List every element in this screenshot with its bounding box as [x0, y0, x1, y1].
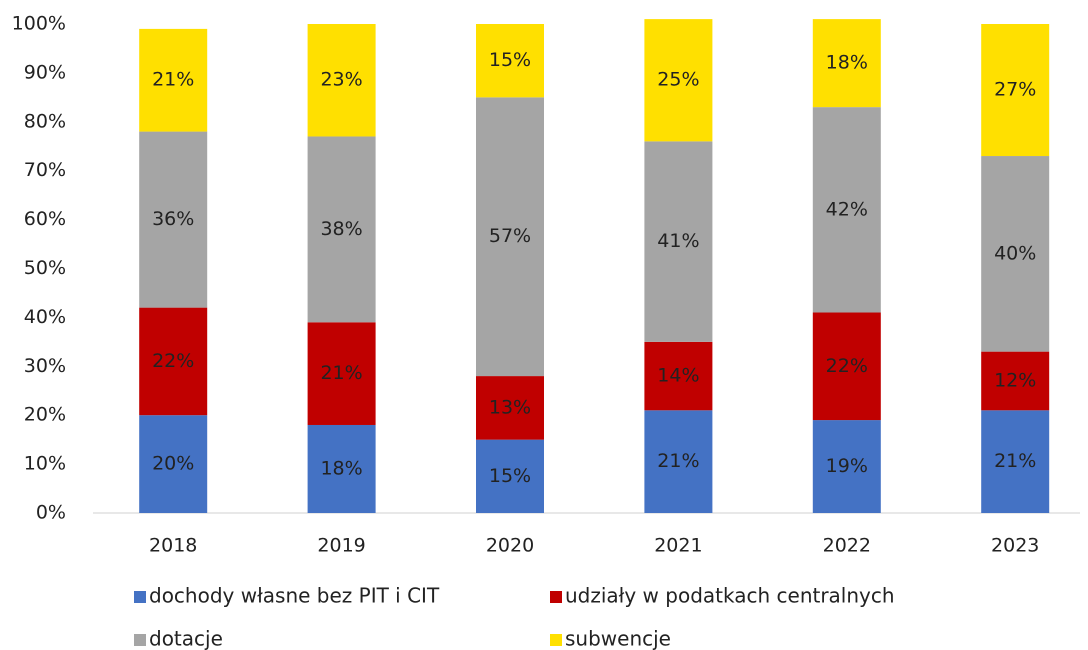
x-tick-label: 2021: [654, 535, 702, 557]
y-tick-label: 60%: [24, 208, 66, 230]
data-label: 13%: [489, 396, 531, 418]
bar-segment: [476, 439, 544, 513]
bar-segment: [981, 156, 1050, 352]
legend-swatch: [550, 634, 562, 646]
data-label: 18%: [320, 457, 362, 479]
y-tick-label: 0%: [36, 502, 66, 524]
bar-segment: [307, 24, 376, 137]
data-label: 40%: [994, 242, 1036, 264]
y-tick-label: 10%: [24, 453, 66, 475]
legend-swatch: [134, 634, 146, 646]
y-tick-label: 100%: [12, 13, 66, 35]
bar-segment: [644, 141, 713, 342]
bar-segment: [139, 131, 208, 308]
data-label: 15%: [489, 465, 531, 487]
x-tick-label: 2022: [823, 535, 871, 557]
data-label: 25%: [657, 69, 699, 91]
bar-segment: [812, 107, 881, 313]
bar-segment: [644, 410, 713, 513]
data-label: 21%: [152, 69, 194, 91]
bar-segment: [139, 28, 208, 132]
legend-label: udziały w podatkach centralnych: [565, 584, 895, 608]
y-tick-label: 80%: [24, 110, 66, 132]
bar-segment: [307, 136, 376, 323]
data-label: 22%: [826, 355, 868, 377]
x-tick-label: 2018: [149, 535, 197, 557]
data-label: 21%: [320, 362, 362, 384]
bar-segment: [812, 19, 881, 108]
legend-label: dotacje: [149, 627, 223, 650]
bar-segment: [644, 341, 713, 411]
bar-segment: [644, 19, 713, 142]
data-label: 12%: [994, 369, 1036, 391]
data-label: 22%: [152, 350, 194, 372]
y-tick-label: 70%: [24, 159, 66, 181]
legend-label: subwencje: [565, 627, 671, 650]
bar-segment: [812, 312, 881, 421]
data-label: 14%: [657, 365, 699, 387]
data-label: 20%: [152, 453, 194, 475]
data-label: 42%: [826, 198, 868, 220]
data-label: 36%: [152, 208, 194, 230]
bar-segment: [139, 415, 208, 513]
bar-segment: [307, 322, 376, 425]
x-tick-label: 2019: [317, 535, 365, 557]
legend-swatch: [134, 591, 146, 603]
data-label: 21%: [657, 450, 699, 472]
bar-segment: [981, 410, 1050, 513]
x-tick-label: 2020: [486, 535, 534, 557]
data-label: 19%: [826, 455, 868, 477]
bar-segment: [139, 307, 208, 416]
legend-swatch: [550, 591, 562, 603]
bar-segment: [307, 424, 376, 513]
data-label: 18%: [826, 52, 868, 74]
data-label: 27%: [994, 79, 1036, 101]
data-label: 41%: [657, 230, 699, 252]
bar-segment: [476, 376, 544, 440]
y-tick-label: 90%: [24, 61, 66, 83]
bar-segment: [812, 420, 881, 513]
data-label: 15%: [489, 49, 531, 71]
x-tick-label: 2023: [991, 535, 1039, 557]
y-tick-label: 40%: [24, 306, 66, 328]
data-label: 21%: [994, 450, 1036, 472]
y-tick-label: 20%: [24, 404, 66, 426]
data-label: 38%: [320, 218, 362, 240]
data-label: 23%: [320, 69, 362, 91]
bar-segment: [981, 351, 1050, 411]
legend-label: dochody własne bez PIT i CIT: [149, 584, 440, 608]
data-label: 57%: [489, 225, 531, 247]
bar-segment: [476, 97, 544, 377]
bar-segment: [476, 24, 544, 98]
bar-segment: [981, 24, 1050, 157]
y-tick-label: 30%: [24, 355, 66, 377]
y-tick-label: 50%: [24, 257, 66, 279]
